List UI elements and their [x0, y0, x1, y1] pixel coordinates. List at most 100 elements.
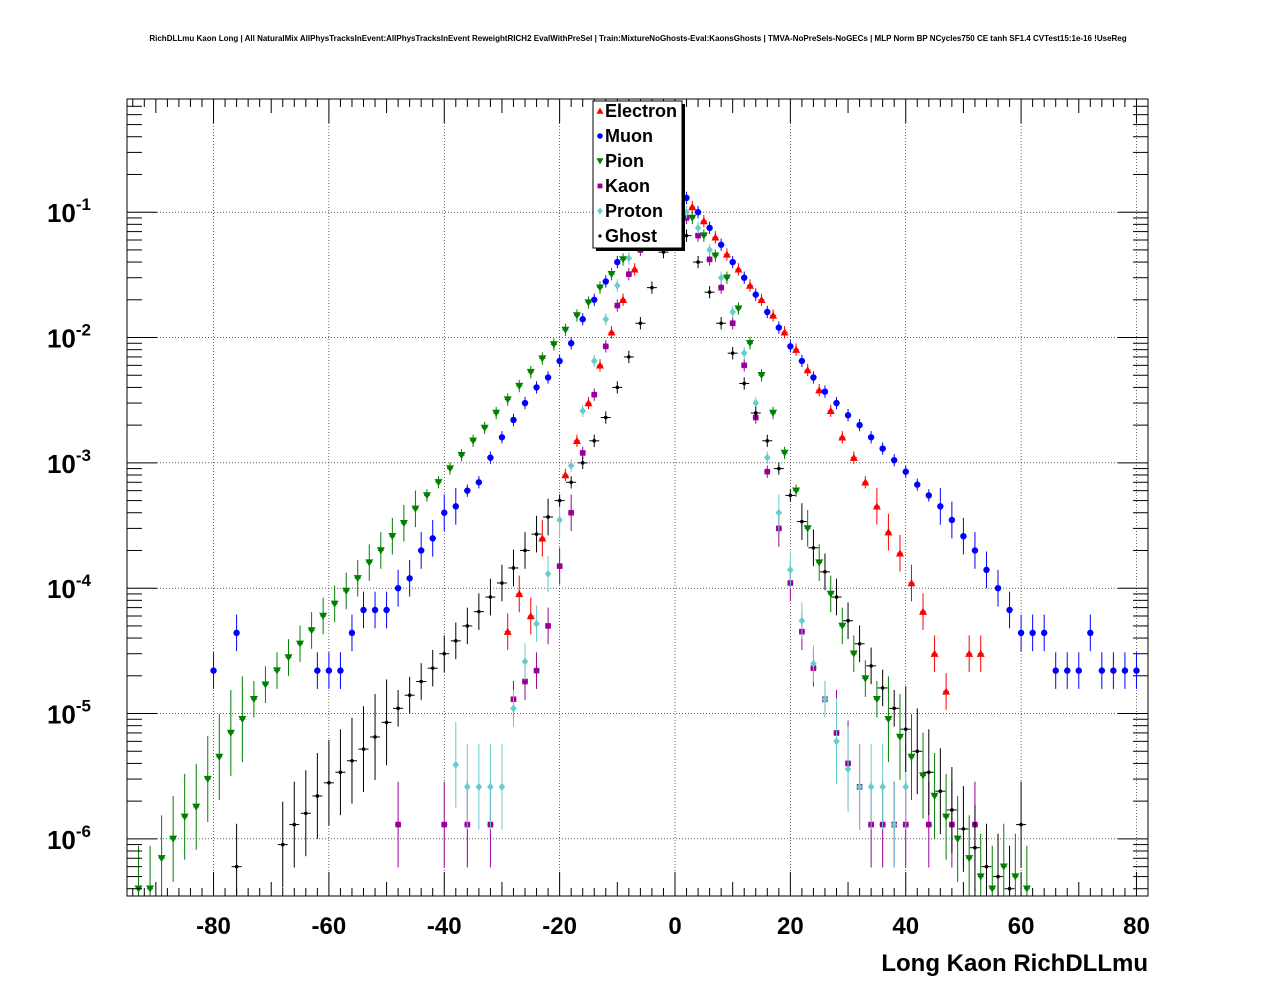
data-point: [319, 612, 328, 620]
data-point: [684, 233, 689, 238]
y-tick-base: 10: [47, 700, 76, 730]
data-point: [729, 307, 736, 316]
data-point: [706, 224, 713, 232]
data-point: [487, 782, 494, 791]
data-point: [919, 772, 928, 780]
data-point: [561, 326, 570, 334]
data-point: [544, 374, 552, 381]
data-point: [619, 256, 628, 264]
data-point: [890, 456, 898, 464]
data-point: [711, 233, 720, 241]
data-point: [526, 368, 535, 377]
data-point: [521, 657, 529, 666]
data-point: [948, 516, 956, 524]
label-layer: -80 -60 -40 -20 0 20 40 60 8010-110-210-310-410-…: [47, 195, 1150, 940]
data-point: [457, 452, 466, 460]
data-point: [826, 590, 835, 598]
data-point: [757, 295, 766, 303]
data-point: [1019, 822, 1023, 827]
data-point: [203, 775, 212, 784]
data-point: [192, 803, 201, 811]
data-point: [810, 659, 817, 668]
data-point: [798, 357, 806, 365]
data-point: [180, 813, 189, 821]
data-point: [983, 566, 990, 574]
data-point: [884, 528, 893, 536]
data-point: [729, 320, 736, 327]
data-point: [775, 324, 783, 331]
data-point: [741, 274, 748, 281]
data-point: [833, 737, 840, 746]
data-point: [777, 466, 781, 471]
legend-label-pion: Pion: [605, 151, 644, 171]
data-point: [304, 811, 308, 816]
legend-label-proton: Proton: [605, 201, 663, 221]
y-tick-label: 10-5: [47, 697, 91, 730]
data-point: [407, 693, 412, 698]
data-point: [926, 821, 932, 828]
data-point: [973, 845, 977, 850]
series-pion: [134, 200, 1031, 896]
data-point: [638, 321, 643, 326]
data-point: [596, 361, 605, 369]
data-point: [788, 493, 793, 498]
legend-label-muon: Muon: [605, 126, 653, 146]
data-point: [591, 356, 598, 365]
data-point: [976, 649, 985, 657]
data-point: [903, 727, 908, 731]
data-point: [890, 820, 898, 829]
data-point: [350, 758, 354, 763]
data-point: [533, 667, 540, 674]
legend-marker-kaon: [597, 183, 603, 189]
data-point: [602, 343, 609, 350]
data-point: [695, 232, 701, 239]
data-point: [800, 519, 804, 524]
data-point: [971, 547, 979, 554]
data-point: [521, 399, 529, 407]
data-point: [384, 720, 389, 725]
data-point: [1040, 629, 1048, 637]
legend-marker-proton: [597, 207, 603, 215]
data-point: [464, 487, 471, 494]
plot-frame: [126, 98, 1149, 897]
data-point: [699, 217, 708, 225]
data-point: [930, 792, 939, 800]
data-point: [950, 808, 954, 812]
data-point: [569, 480, 573, 485]
x-tick-label: 0: [668, 913, 681, 940]
data-point: [452, 760, 459, 769]
data-point: [561, 471, 570, 479]
legend-label-ghost: Ghost: [605, 226, 657, 246]
data-point: [1029, 629, 1036, 637]
data-point: [280, 842, 285, 847]
data-point: [844, 412, 852, 419]
data-point: [572, 436, 581, 444]
data-point: [614, 258, 621, 266]
data-point: [925, 492, 933, 499]
data-point: [815, 559, 824, 567]
data-point: [627, 355, 631, 359]
data-point: [757, 372, 766, 380]
data-point: [988, 885, 997, 893]
data-point: [717, 241, 725, 248]
data-layer: [134, 187, 1140, 896]
data-point: [752, 291, 759, 298]
legend-label-kaon: Kaon: [605, 176, 650, 196]
data-point: [857, 641, 862, 646]
legend-label-electron: Electron: [605, 101, 677, 121]
data-point: [1017, 629, 1025, 637]
data-point: [584, 399, 593, 407]
data-point: [567, 461, 575, 470]
data-point: [683, 208, 690, 217]
data-point: [706, 245, 713, 254]
x-tick-label: 80: [1123, 913, 1150, 940]
data-point: [1098, 667, 1106, 674]
data-point: [741, 362, 748, 369]
data-point: [984, 864, 989, 869]
data-point: [938, 789, 943, 794]
data-point: [498, 782, 506, 791]
data-point: [430, 666, 435, 670]
data-point: [729, 258, 736, 266]
data-point: [538, 355, 547, 363]
